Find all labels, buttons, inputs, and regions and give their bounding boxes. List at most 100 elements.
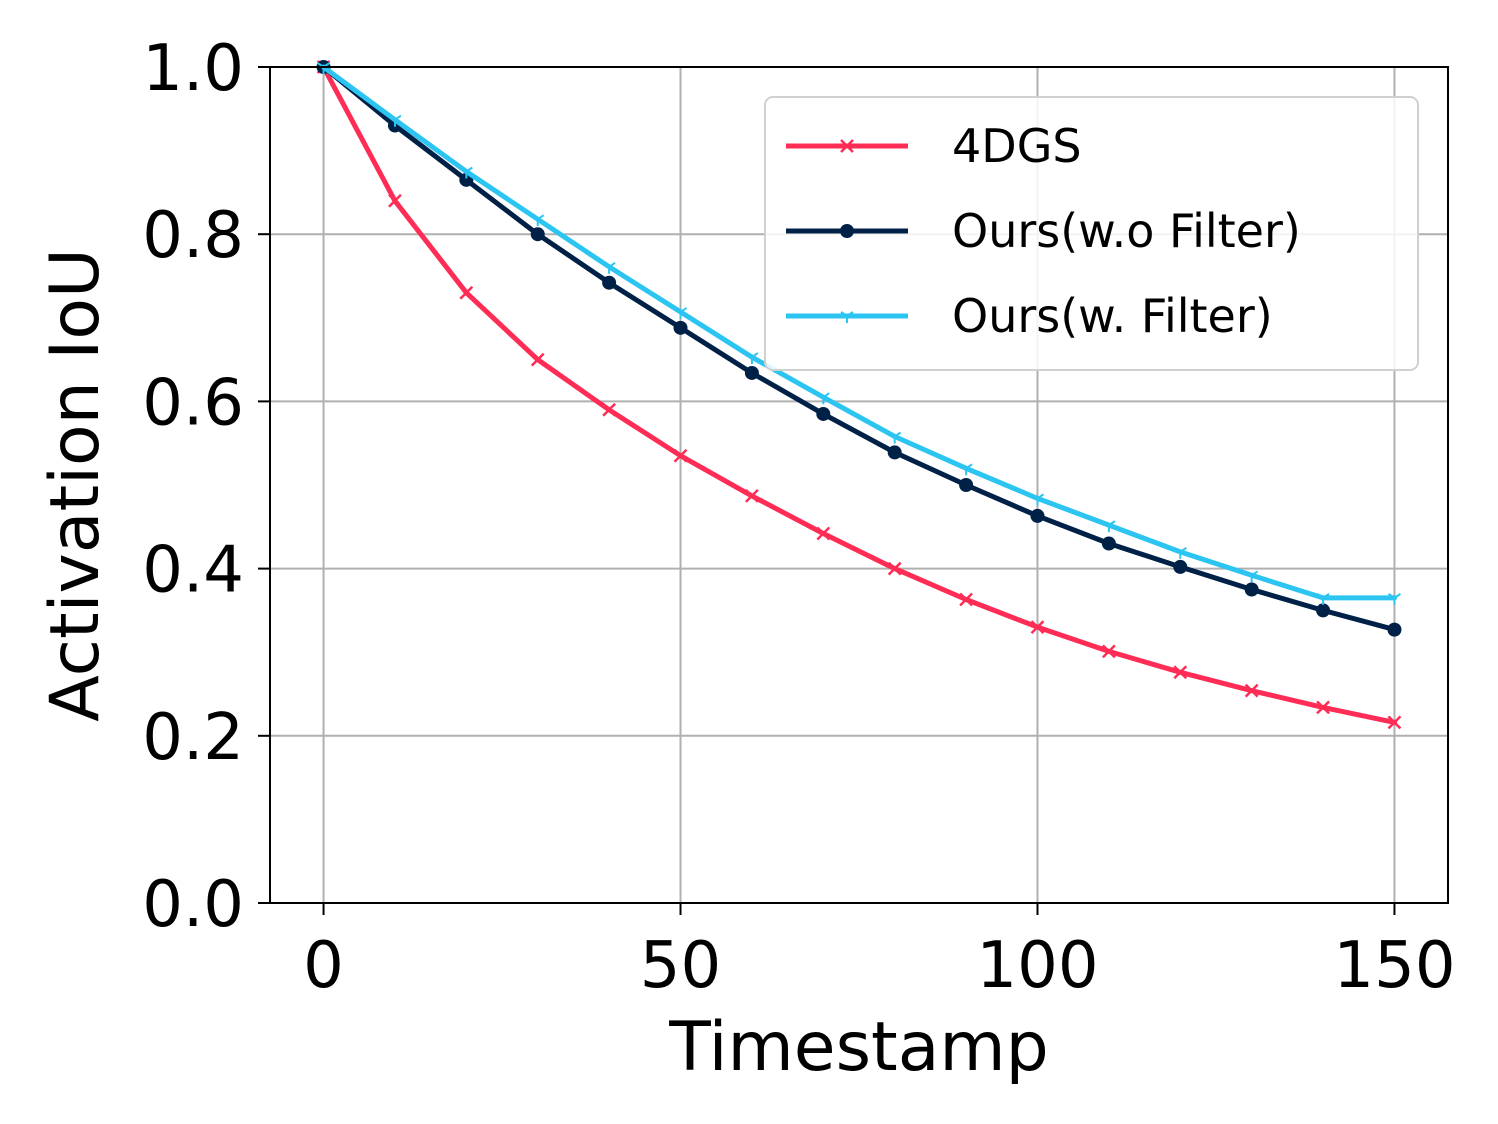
marker-stroke xyxy=(388,114,396,121)
marker-stroke xyxy=(673,307,682,313)
data-point-series-1 xyxy=(1387,622,1402,637)
legend: 4DGS Ours(w.o Filter) Ours(w. Filter) xyxy=(764,96,1419,371)
data-point-series-1 xyxy=(744,365,759,380)
marker-stroke xyxy=(1393,593,1402,599)
data-point-series-0 xyxy=(887,561,902,576)
marker-stroke xyxy=(959,463,967,470)
y-tick-label: 0.0 xyxy=(142,868,244,942)
marker-stroke xyxy=(388,193,402,208)
legend-box xyxy=(764,96,1419,371)
data-point-series-1 xyxy=(887,445,902,460)
marker-stroke xyxy=(887,561,902,576)
data-point-series-1 xyxy=(1173,559,1188,574)
marker-stroke xyxy=(1179,547,1187,553)
legend-swatch-marker xyxy=(840,139,854,153)
marker-stroke xyxy=(1108,520,1116,526)
data-point-series-2 xyxy=(1387,593,1402,605)
marker-stroke xyxy=(1322,593,1330,599)
x-axis-label: Timestamp xyxy=(668,1008,1049,1087)
data-point-series-0 xyxy=(602,402,617,417)
marker-stroke xyxy=(1036,493,1045,500)
y-axis-label: Activation IoU xyxy=(36,248,115,721)
data-point-series-0 xyxy=(1173,665,1188,680)
data-point-series-1 xyxy=(602,275,617,290)
data-point-series-2 xyxy=(1245,570,1259,583)
marker-stroke xyxy=(1030,620,1045,635)
marker-stroke xyxy=(1101,644,1116,659)
data-point-series-2 xyxy=(388,114,402,127)
marker-stroke xyxy=(1316,593,1324,599)
data-point-series-0 xyxy=(1316,700,1330,715)
marker-stroke xyxy=(537,214,545,220)
x-tick-label: 100 xyxy=(976,929,1098,1003)
marker-stroke xyxy=(1251,570,1259,577)
marker-stroke xyxy=(751,352,759,358)
marker-stroke xyxy=(822,392,830,399)
marker-stroke xyxy=(1245,570,1253,577)
marker-stroke xyxy=(459,166,467,173)
marker-stroke xyxy=(673,448,688,463)
data-point-series-0 xyxy=(1030,620,1045,635)
y-tick-label: 0.4 xyxy=(142,534,244,608)
marker-stroke xyxy=(894,431,902,438)
data-point-series-2 xyxy=(1173,547,1187,559)
marker-stroke xyxy=(840,311,848,317)
legend-swatch-marker xyxy=(840,311,854,323)
data-point-series-0 xyxy=(673,448,688,463)
marker-stroke xyxy=(1387,715,1402,730)
marker-stroke xyxy=(394,114,402,121)
y-tick-label: 0.6 xyxy=(142,366,244,440)
legend-label: 4DGS xyxy=(952,119,1082,173)
data-point-series-2 xyxy=(959,463,973,476)
y-tick-label: 1.0 xyxy=(142,32,244,106)
marker-stroke xyxy=(1387,593,1396,599)
data-point-series-1 xyxy=(530,227,545,242)
marker-stroke xyxy=(531,214,539,220)
marker-stroke xyxy=(602,261,610,268)
legend-label: Ours(w. Filter) xyxy=(952,289,1273,343)
marker-stroke xyxy=(1316,700,1330,715)
data-point-series-2 xyxy=(531,214,545,227)
data-point-series-2 xyxy=(673,307,688,319)
data-point-series-1 xyxy=(1244,582,1259,597)
data-point-series-0 xyxy=(959,592,973,607)
marker-stroke xyxy=(816,392,824,399)
data-point-series-2 xyxy=(888,431,902,444)
data-point-series-0 xyxy=(388,193,402,208)
ticks: 0 50 100 150 0.0 0.2 0.4 0.6 0.8 1.0 xyxy=(142,32,1455,1003)
marker-stroke xyxy=(745,352,753,358)
x-tick-label: 50 xyxy=(640,929,721,1003)
series-line-1 xyxy=(321,64,1397,633)
y-tick-label: 0.8 xyxy=(142,199,244,273)
marker-stroke xyxy=(608,261,616,268)
marker-stroke xyxy=(1030,493,1039,500)
marker-stroke xyxy=(459,285,474,300)
data-point-series-0 xyxy=(816,526,831,541)
marker-stroke xyxy=(602,402,617,417)
marker-stroke xyxy=(1173,665,1188,680)
data-point-series-2 xyxy=(1030,493,1045,506)
marker-stroke xyxy=(840,139,854,153)
series-line-2 xyxy=(321,64,1397,601)
x-tick-label: 150 xyxy=(1333,929,1455,1003)
data-point-series-0 xyxy=(459,285,474,300)
data-point-series-0 xyxy=(745,488,759,503)
marker-stroke xyxy=(846,311,854,317)
marker-stroke xyxy=(959,592,973,607)
data-point-series-1 xyxy=(816,406,831,421)
data-point-series-0 xyxy=(1244,683,1259,698)
data-point-series-2 xyxy=(459,166,473,179)
data-point-series-1 xyxy=(1316,603,1331,618)
plot-frame xyxy=(269,66,1449,904)
x-tick-label: 0 xyxy=(303,929,344,1003)
data-point-series-0 xyxy=(530,352,545,367)
marker-stroke xyxy=(1244,683,1259,698)
legend-swatch-marker xyxy=(840,224,854,238)
data-point-series-1 xyxy=(673,320,688,335)
marker-stroke xyxy=(816,526,831,541)
marker-stroke xyxy=(679,307,688,313)
marker-stroke xyxy=(888,431,896,438)
marker-stroke xyxy=(1102,520,1110,526)
series-layer xyxy=(316,60,1402,730)
